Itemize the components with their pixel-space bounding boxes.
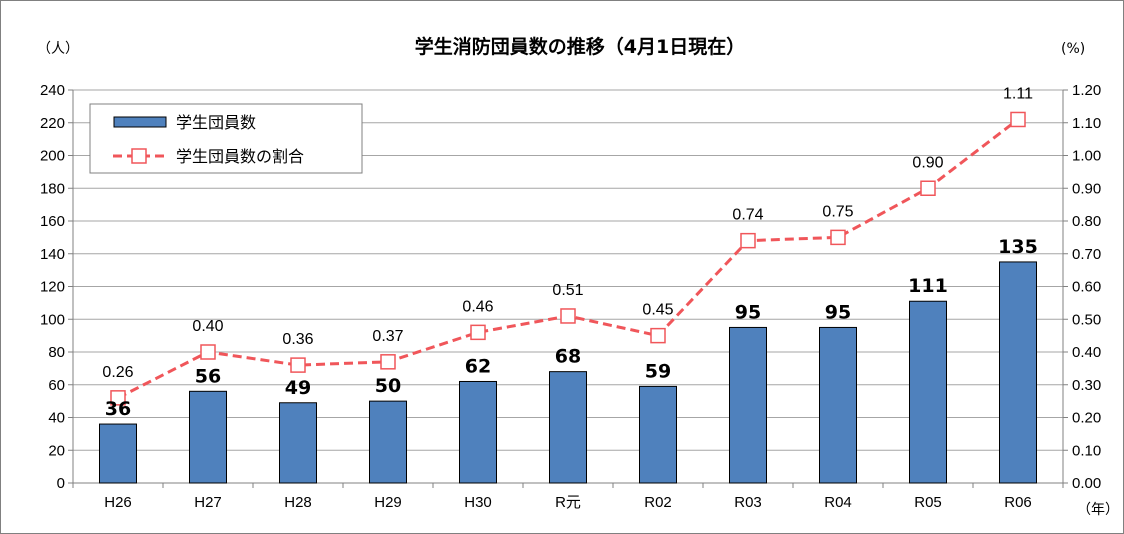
bar-data-label: 59 bbox=[645, 360, 671, 382]
right-tick-label: 0.20 bbox=[1072, 410, 1101, 427]
x-tick-label: R05 bbox=[914, 494, 942, 511]
bar bbox=[549, 371, 587, 484]
ratio-marker bbox=[740, 232, 756, 249]
bar bbox=[369, 400, 407, 484]
ratio-data-label: 0.75 bbox=[822, 203, 853, 220]
bar bbox=[729, 326, 767, 484]
left-tick-label: 220 bbox=[40, 115, 65, 132]
ratio-marker bbox=[830, 229, 846, 246]
x-tick-label: H26 bbox=[104, 494, 132, 511]
right-tick-label: 0.80 bbox=[1072, 213, 1101, 230]
right-tick-label: 0.00 bbox=[1072, 475, 1101, 492]
bar bbox=[99, 423, 137, 484]
ratio-marker bbox=[650, 327, 666, 344]
right-tick-label: 0.30 bbox=[1072, 377, 1101, 394]
bar-data-label: 56 bbox=[195, 365, 221, 387]
right-tick-label: 0.40 bbox=[1072, 344, 1101, 361]
bar bbox=[999, 261, 1037, 484]
right-tick-label: 0.60 bbox=[1072, 279, 1101, 296]
bar bbox=[819, 326, 857, 484]
x-tick-label: H27 bbox=[194, 494, 222, 511]
bar bbox=[189, 390, 227, 484]
ratio-data-label: 0.26 bbox=[102, 364, 133, 381]
ratio-marker bbox=[920, 180, 936, 196]
right-tick-label: 0.10 bbox=[1072, 442, 1101, 459]
x-tick-label: R元 bbox=[555, 494, 581, 511]
legend-bar-swatch bbox=[113, 116, 167, 128]
ratio-data-label: 0.37 bbox=[372, 328, 403, 345]
left-tick-label: 120 bbox=[40, 279, 65, 296]
left-tick-label: 80 bbox=[48, 344, 65, 361]
ratio-data-label: 1.11 bbox=[1003, 85, 1033, 102]
x-axis-unit: （年） bbox=[1077, 502, 1119, 518]
left-tick-label: 200 bbox=[40, 148, 65, 165]
left-tick-label: 180 bbox=[40, 180, 65, 197]
bar bbox=[459, 380, 497, 484]
bar bbox=[909, 300, 947, 484]
x-tick-label: R02 bbox=[644, 494, 672, 511]
right-axis-unit: (%) bbox=[1061, 41, 1085, 57]
ratio-marker bbox=[470, 324, 486, 341]
bar-data-label: 95 bbox=[735, 301, 761, 323]
bar-data-label: 111 bbox=[908, 275, 948, 297]
right-tick-label: 1.00 bbox=[1072, 148, 1101, 165]
right-tick-label: 0.50 bbox=[1072, 311, 1101, 328]
legend-box bbox=[89, 103, 363, 174]
x-tick-label: R06 bbox=[1004, 494, 1032, 511]
bar bbox=[639, 385, 677, 484]
left-tick-label: 100 bbox=[40, 311, 65, 328]
right-tick-label: 0.90 bbox=[1072, 180, 1101, 197]
left-axis-unit: （人） bbox=[37, 41, 79, 57]
left-tick-label: 0 bbox=[57, 475, 65, 492]
right-tick-label: 1.10 bbox=[1072, 115, 1101, 132]
ratio-marker bbox=[1010, 111, 1026, 128]
legend-line-label: 学生団員数の割合 bbox=[176, 147, 304, 166]
ratio-data-label: 0.40 bbox=[192, 318, 223, 335]
left-tick-label: 40 bbox=[48, 410, 65, 427]
ratio-data-label: 0.36 bbox=[282, 331, 313, 348]
bar-data-label: 135 bbox=[998, 236, 1038, 258]
legend-bar-label: 学生団員数 bbox=[176, 113, 256, 132]
ratio-data-label: 0.74 bbox=[732, 207, 763, 224]
bar-data-label: 36 bbox=[105, 398, 131, 420]
x-tick-label: R04 bbox=[824, 494, 852, 511]
left-tick-label: 240 bbox=[40, 82, 65, 99]
right-tick-label: 0.70 bbox=[1072, 246, 1101, 263]
bar bbox=[279, 402, 317, 484]
right-tick-label: 1.20 bbox=[1072, 82, 1101, 99]
ratio-marker bbox=[380, 354, 396, 370]
bar-data-label: 49 bbox=[285, 377, 311, 399]
ratio-marker bbox=[560, 308, 576, 324]
bar-data-label: 68 bbox=[555, 346, 581, 368]
ratio-data-label: 0.51 bbox=[552, 282, 583, 299]
ratio-data-label: 0.45 bbox=[642, 302, 673, 319]
bar-data-label: 95 bbox=[825, 301, 851, 323]
x-tick-label: H28 bbox=[284, 494, 312, 511]
left-tick-label: 140 bbox=[40, 246, 65, 263]
x-tick-label: H29 bbox=[374, 494, 402, 511]
bar-data-label: 62 bbox=[465, 355, 491, 377]
chart-title: 学生消防団員数の推移（4月1日現在） bbox=[415, 35, 745, 58]
legend-line-marker bbox=[131, 148, 147, 164]
bar-data-label: 50 bbox=[375, 375, 401, 397]
ratio-marker bbox=[200, 344, 216, 360]
left-tick-label: 160 bbox=[40, 213, 65, 230]
ratio-marker bbox=[290, 357, 306, 373]
left-tick-label: 60 bbox=[48, 377, 65, 394]
x-tick-label: H30 bbox=[464, 494, 492, 511]
ratio-marker bbox=[110, 390, 126, 406]
x-tick-label: R03 bbox=[734, 494, 762, 511]
left-tick-label: 20 bbox=[48, 442, 65, 459]
ratio-data-label: 0.46 bbox=[462, 298, 493, 315]
ratio-data-label: 0.90 bbox=[912, 154, 943, 171]
